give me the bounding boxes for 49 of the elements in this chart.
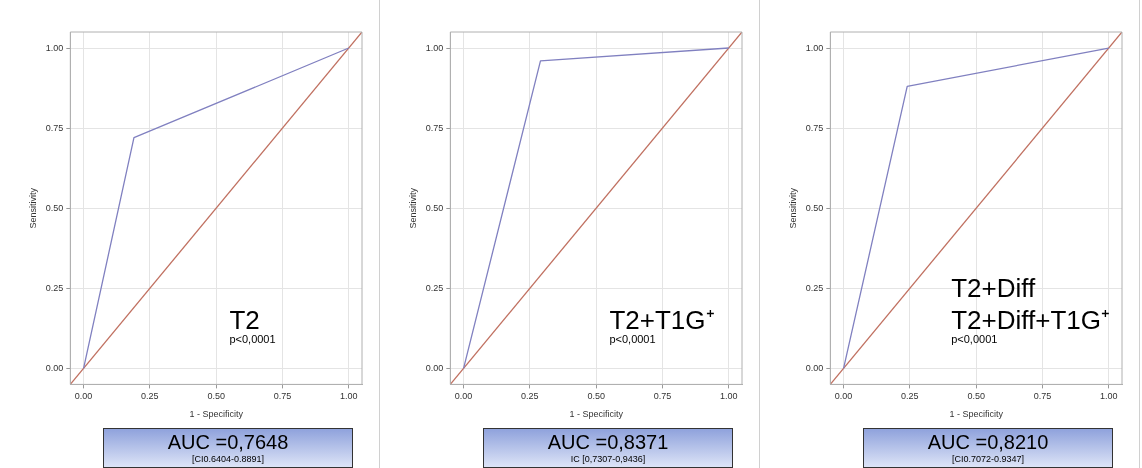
- annotation: p<0,0001: [229, 332, 276, 345]
- y-axis-title: Sensitivity: [407, 187, 418, 229]
- y-tick-label: 1.00: [805, 42, 824, 53]
- x-tick-label: 0.25: [141, 391, 159, 402]
- y-tick-label: 0.25: [805, 282, 824, 293]
- text: AUC =0,8371: [546, 431, 670, 453]
- x-axis-title: 1 - Specificity: [949, 409, 1004, 420]
- x-tick-label: 0.00: [74, 391, 93, 402]
- y-tick-label: 0.75: [425, 122, 444, 133]
- x-tick-label: 0.00: [454, 391, 473, 402]
- y-axis-title: Sensitivity: [27, 187, 38, 229]
- x-tick-label: 0.75: [273, 391, 292, 402]
- y-tick-label: 1.00: [45, 42, 64, 53]
- x-tick-label: 1.00: [719, 391, 738, 402]
- y-tick-label: 0.00: [805, 362, 824, 373]
- x-tick-label: 0.50: [207, 391, 225, 402]
- x-axis-title: 1 - Specificity: [189, 409, 244, 420]
- y-tick-label: 1.00: [425, 42, 444, 53]
- x-tick-label: 0.50: [967, 391, 985, 402]
- x-tick-label: 0.25: [901, 391, 919, 402]
- y-tick-label: 0.25: [45, 282, 64, 293]
- x-tick-label: 1.00: [1099, 391, 1118, 402]
- text: AUC =0,8210: [926, 431, 1050, 453]
- x-tick-label: 0.75: [653, 391, 672, 402]
- text: IC [0,7307-0,9436]: [569, 454, 647, 464]
- x-tick-label: 1.00: [339, 391, 358, 402]
- x-tick-label: 0.75: [1033, 391, 1052, 402]
- y-tick-label: 0.25: [425, 282, 444, 293]
- y-tick-label: 0.50: [805, 202, 824, 213]
- x-tick-label: 0.25: [521, 391, 539, 402]
- y-tick-label: 0.50: [45, 202, 64, 213]
- annotation: T2+Diff: [951, 272, 1037, 303]
- text: [CI0.7072-0.9347]: [950, 454, 1026, 464]
- text: [CI0.6404-0.8891]: [190, 454, 266, 464]
- y-tick-label: 0.00: [425, 362, 444, 373]
- x-tick-label: 0.00: [834, 391, 853, 402]
- x-axis-title: 1 - Specificity: [569, 409, 624, 420]
- y-tick-label: 0.00: [45, 362, 64, 373]
- y-tick-label: 0.75: [45, 122, 64, 133]
- annotation: p<0,0001: [951, 332, 998, 345]
- x-tick-label: 0.50: [587, 391, 605, 402]
- annotation: T2: [229, 304, 260, 335]
- annotation: p<0,0001: [609, 332, 656, 345]
- y-tick-label: 0.50: [425, 202, 444, 213]
- text: AUC =0,7648: [166, 431, 290, 453]
- annotation: T2+Diff+T1G⁺: [951, 304, 1111, 335]
- y-tick-label: 0.75: [805, 122, 824, 133]
- annotation: T2+T1G⁺: [609, 304, 715, 335]
- y-axis-title: Sensitivity: [787, 187, 798, 229]
